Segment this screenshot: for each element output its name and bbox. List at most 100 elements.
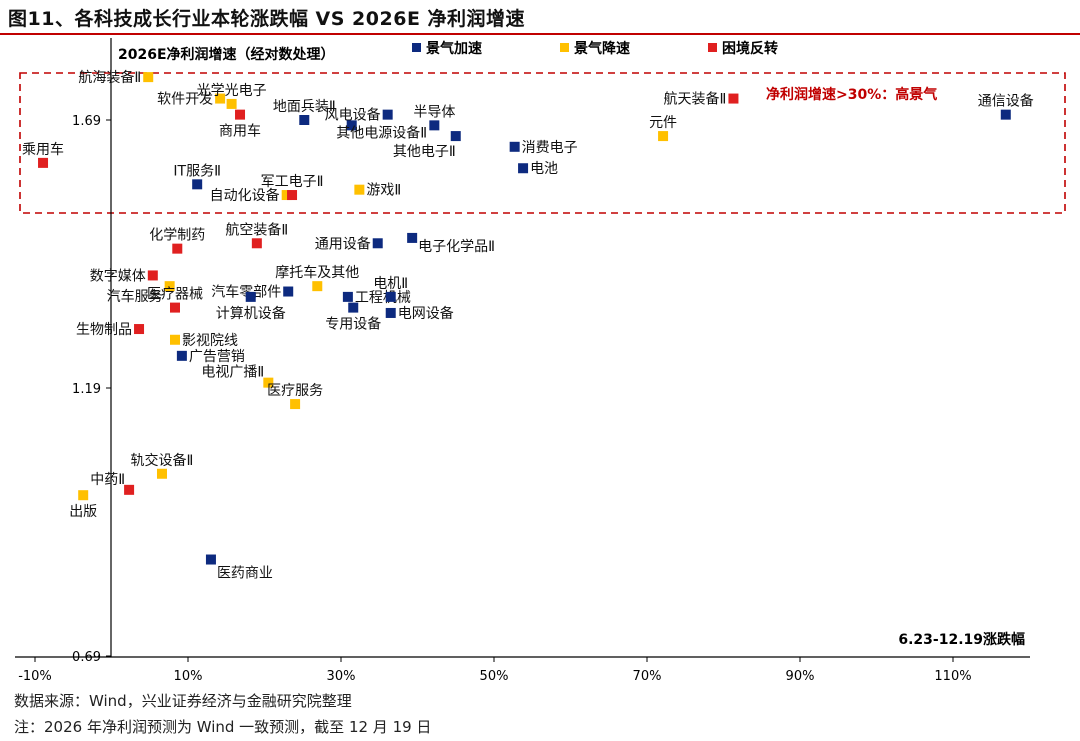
high-growth-box bbox=[19, 72, 1066, 214]
data-label: 游戏Ⅱ bbox=[366, 183, 401, 199]
data-label: 风电设备 bbox=[325, 107, 381, 124]
data-point bbox=[283, 286, 294, 297]
data-label: 电池 bbox=[530, 161, 558, 177]
data-point bbox=[658, 131, 669, 142]
data-label: 光学光电子 bbox=[197, 83, 267, 99]
data-point bbox=[290, 399, 301, 410]
x-tick-label: 30% bbox=[327, 669, 356, 684]
data-label: 其他电源设备Ⅱ bbox=[336, 124, 427, 141]
data-point bbox=[251, 238, 262, 249]
data-label: 其他电子Ⅱ bbox=[393, 144, 456, 160]
data-label: 医疗器械 bbox=[147, 287, 203, 303]
data-point bbox=[728, 93, 739, 104]
data-point bbox=[205, 554, 216, 565]
data-label: 中药Ⅱ bbox=[90, 472, 125, 488]
data-label: 出版 bbox=[69, 504, 97, 520]
data-label: 商用车 bbox=[219, 123, 261, 140]
data-label: 汽车服务 bbox=[107, 288, 163, 305]
data-label: 电机Ⅱ bbox=[373, 276, 408, 292]
data-point bbox=[348, 302, 359, 313]
data-point bbox=[385, 307, 396, 318]
data-label: 乘用车 bbox=[22, 141, 64, 158]
legend-label-1: 景气加速 bbox=[426, 40, 482, 57]
legend-marker-3 bbox=[708, 43, 717, 52]
data-point bbox=[518, 163, 529, 174]
data-label: 化学制药 bbox=[149, 228, 205, 244]
data-point bbox=[407, 232, 418, 243]
data-point bbox=[172, 243, 183, 254]
data-label: 生物制品 bbox=[76, 322, 132, 338]
data-label: 通信设备 bbox=[978, 93, 1034, 110]
x-tick-label: 90% bbox=[786, 669, 815, 684]
data-label: 数字媒体 bbox=[90, 268, 146, 284]
data-label: 广告营销 bbox=[189, 349, 245, 365]
high-growth-annotation: 净利润增速>30%：高景气 bbox=[766, 86, 937, 103]
data-point bbox=[312, 281, 323, 292]
data-point bbox=[164, 281, 175, 292]
y-tick-label: 1.69 bbox=[72, 114, 101, 129]
data-point bbox=[134, 324, 145, 335]
data-point bbox=[385, 291, 396, 302]
data-point bbox=[143, 72, 154, 83]
data-label: 消费电子 bbox=[522, 140, 578, 156]
data-label: 轨交设备Ⅱ bbox=[131, 452, 194, 469]
data-point bbox=[176, 350, 187, 361]
data-label: 电子化学品Ⅱ bbox=[418, 239, 495, 255]
data-point bbox=[287, 190, 298, 201]
data-point bbox=[354, 184, 365, 195]
legend-marker-1 bbox=[412, 43, 421, 52]
data-label: 医药商业 bbox=[217, 566, 273, 582]
data-point bbox=[245, 291, 256, 302]
x-axis-title: 6.23-12.19涨跌幅 bbox=[898, 631, 1025, 648]
data-label: 通用设备 bbox=[315, 235, 371, 252]
data-point bbox=[215, 93, 226, 104]
data-point bbox=[429, 120, 440, 131]
data-point bbox=[342, 291, 353, 302]
data-point bbox=[147, 270, 158, 281]
legend-label-2: 景气降速 bbox=[574, 40, 630, 57]
data-point bbox=[38, 157, 49, 168]
data-point bbox=[450, 131, 461, 142]
footer-note: 注：2026 年净利润预测为 Wind 一致预测，截至 12 月 19 日 bbox=[14, 718, 432, 736]
footer-source: 数据来源：Wind，兴业证券经济与金融研究院整理 bbox=[14, 692, 352, 710]
data-point bbox=[263, 377, 274, 388]
data-point bbox=[281, 190, 292, 201]
data-point bbox=[1000, 109, 1011, 120]
legend-marker-2 bbox=[560, 43, 569, 52]
y-tick-label: 0.69 bbox=[72, 650, 101, 665]
data-label: 工程机械 bbox=[355, 290, 411, 306]
figure-title: 图11、各科技成长行业本轮涨跌幅 VS 2026E 净利润增速 bbox=[8, 8, 526, 30]
data-point bbox=[382, 109, 393, 120]
data-point bbox=[372, 238, 383, 249]
data-point bbox=[235, 109, 246, 120]
data-label: 航天装备Ⅱ bbox=[664, 91, 727, 108]
x-tick-label: 10% bbox=[174, 669, 203, 684]
data-label: 专用设备 bbox=[325, 316, 381, 333]
data-label: 影视院线 bbox=[182, 333, 238, 349]
data-label: 软件开发 bbox=[157, 92, 213, 108]
y-tick-label: 1.19 bbox=[72, 382, 101, 397]
data-label: 航海装备Ⅱ bbox=[78, 69, 141, 86]
data-point bbox=[346, 120, 357, 131]
y-axis-title: 2026E净利润增速（经对数处理） bbox=[118, 46, 335, 63]
data-point bbox=[299, 115, 310, 125]
data-point bbox=[78, 490, 89, 501]
x-tick-label: -10% bbox=[18, 669, 52, 684]
data-label: 计算机设备 bbox=[216, 305, 286, 322]
x-tick-label: 50% bbox=[480, 669, 509, 684]
data-point bbox=[156, 468, 167, 479]
data-point bbox=[192, 179, 203, 190]
data-label: IT服务Ⅱ bbox=[173, 163, 221, 179]
data-label: 军工电子Ⅱ bbox=[261, 174, 324, 190]
data-point bbox=[169, 302, 180, 313]
data-label: 元件 bbox=[649, 115, 677, 131]
data-label: 医疗服务 bbox=[267, 383, 323, 399]
x-tick-label: 70% bbox=[633, 669, 662, 684]
data-label: 地面兵装Ⅱ bbox=[273, 99, 336, 115]
data-label: 自动化设备 bbox=[210, 187, 280, 204]
title-divider bbox=[0, 33, 1080, 35]
data-label: 电视广播Ⅱ bbox=[201, 365, 264, 381]
data-label: 半导体 bbox=[413, 104, 455, 120]
data-point bbox=[169, 334, 180, 345]
data-label: 电网设备 bbox=[398, 305, 454, 322]
